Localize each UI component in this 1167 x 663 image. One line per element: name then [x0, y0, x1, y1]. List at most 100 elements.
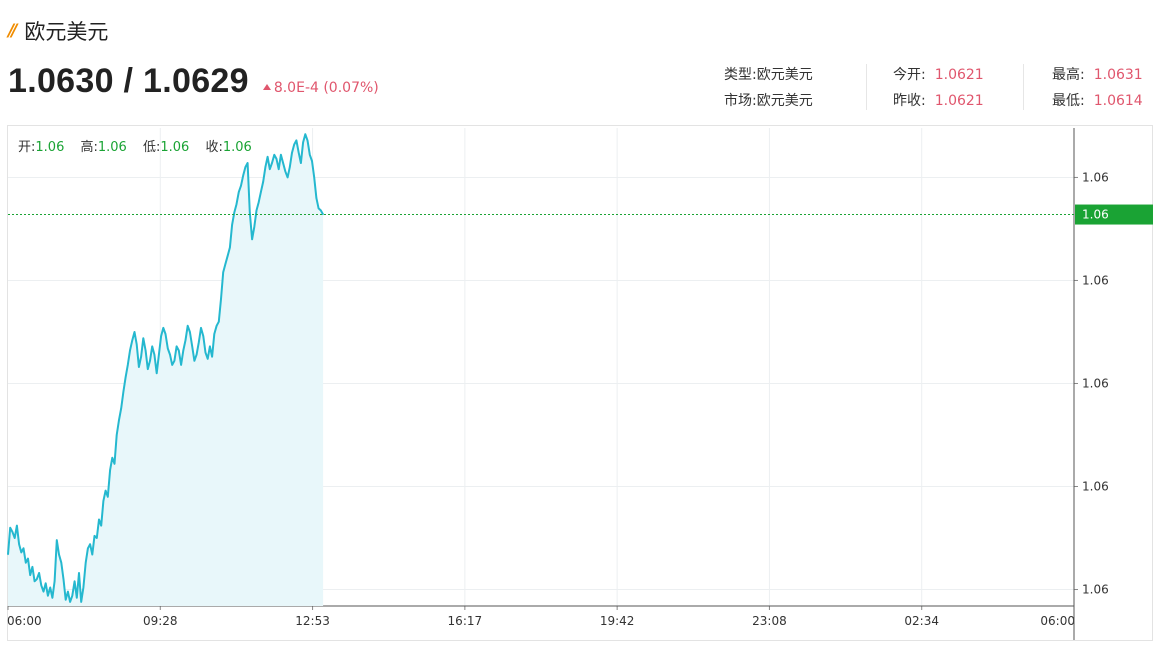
data-point — [244, 166, 246, 168]
price-change-value: 8.0E-4 (0.07%) — [273, 80, 379, 96]
data-point — [131, 339, 133, 341]
prev-close-label: 昨收: — [893, 93, 926, 109]
data-point — [229, 246, 231, 249]
data-point — [136, 343, 138, 345]
data-point — [140, 356, 142, 358]
data-point — [304, 133, 306, 135]
data-point — [54, 580, 56, 582]
data-point — [249, 211, 251, 214]
data-point — [211, 356, 213, 358]
market-value: 欧元美元 — [756, 93, 813, 109]
data-point — [129, 349, 131, 352]
data-point — [320, 209, 322, 211]
data-point — [164, 333, 167, 335]
data-point — [187, 325, 189, 327]
data-point — [29, 574, 31, 576]
data-point — [309, 154, 311, 156]
data-point — [275, 158, 278, 160]
ohlc-open-value: 1.06 — [35, 140, 65, 155]
stats-divider — [866, 64, 867, 110]
data-point — [80, 601, 82, 603]
data-point — [284, 170, 286, 172]
low-label: 最低: — [1052, 93, 1085, 109]
stats-col-high: 最高: 1.0631 最低: 1.0614 — [1052, 62, 1143, 114]
data-point — [207, 358, 209, 360]
ohlc-low-value: 1.06 — [160, 140, 190, 155]
data-point — [125, 376, 127, 378]
y-tick-label: 1.06 — [1082, 480, 1109, 494]
data-point — [47, 595, 49, 597]
data-point — [247, 162, 249, 164]
data-point — [240, 185, 242, 187]
data-point — [96, 537, 98, 539]
data-point — [82, 586, 84, 589]
data-point — [300, 162, 302, 164]
ohlc-open-label: 开: — [18, 140, 36, 155]
current-price-label: 1.06 — [1082, 208, 1109, 222]
title-row: // 欧元美元 — [8, 16, 108, 46]
data-point — [262, 181, 264, 183]
data-point — [20, 551, 22, 554]
data-point — [189, 331, 191, 333]
title-marker-icon: // — [8, 21, 18, 41]
data-point — [31, 566, 33, 568]
data-point — [116, 434, 118, 436]
data-point — [60, 562, 62, 564]
data-point — [158, 354, 160, 356]
data-point — [169, 354, 171, 356]
data-point — [105, 490, 107, 492]
data-point — [147, 368, 149, 370]
data-point — [9, 527, 11, 529]
x-tick-label: 06:00 — [1040, 614, 1075, 628]
open-value: 1.0621 — [934, 67, 984, 83]
data-point — [107, 496, 109, 498]
data-point — [156, 372, 158, 374]
data-point — [253, 226, 255, 228]
prev-close-value: 1.0621 — [934, 93, 984, 109]
data-point — [289, 166, 291, 168]
data-point — [85, 562, 87, 564]
up-arrow-icon — [262, 84, 271, 90]
data-point — [322, 213, 324, 216]
data-point — [315, 197, 317, 199]
data-point — [62, 578, 65, 580]
data-point — [202, 335, 204, 337]
ohlc-close-label: 收: — [205, 140, 223, 155]
y-tick-label: 1.06 — [1082, 273, 1109, 287]
data-point — [302, 141, 304, 143]
data-point — [196, 354, 198, 356]
stats-col-open: 今开: 1.0621 昨收: 1.0621 — [893, 62, 984, 114]
open-label: 今开: — [893, 67, 926, 83]
data-point — [235, 203, 238, 205]
data-point — [182, 349, 184, 352]
x-tick-label: 02:34 — [904, 614, 939, 628]
data-point — [87, 547, 89, 549]
stats-col-type: 类型:欧元美元 市场:欧元美元 — [724, 62, 813, 114]
data-point — [200, 327, 202, 329]
data-point — [216, 325, 218, 327]
data-point — [224, 263, 226, 265]
data-point — [151, 345, 153, 347]
data-point — [149, 360, 151, 362]
x-tick-label: 23:08 — [752, 614, 787, 628]
data-point — [222, 271, 224, 273]
data-point — [49, 586, 51, 589]
price-row: 1.0630 / 1.0629 8.0E-4 (0.07%) — [8, 62, 379, 101]
ohlc-high-value: 1.06 — [97, 140, 127, 155]
data-point — [40, 584, 42, 587]
data-point — [162, 327, 164, 329]
data-point — [306, 139, 309, 141]
data-point — [76, 597, 78, 599]
data-point — [209, 345, 211, 347]
ohlc-close-value: 1.06 — [222, 140, 252, 155]
data-point — [122, 391, 124, 393]
data-point — [255, 209, 258, 211]
data-point — [111, 457, 113, 459]
data-point — [193, 360, 195, 362]
data-point — [71, 595, 73, 597]
data-point — [160, 335, 162, 337]
data-point — [233, 211, 235, 214]
data-point — [22, 547, 25, 549]
data-point — [102, 500, 104, 502]
